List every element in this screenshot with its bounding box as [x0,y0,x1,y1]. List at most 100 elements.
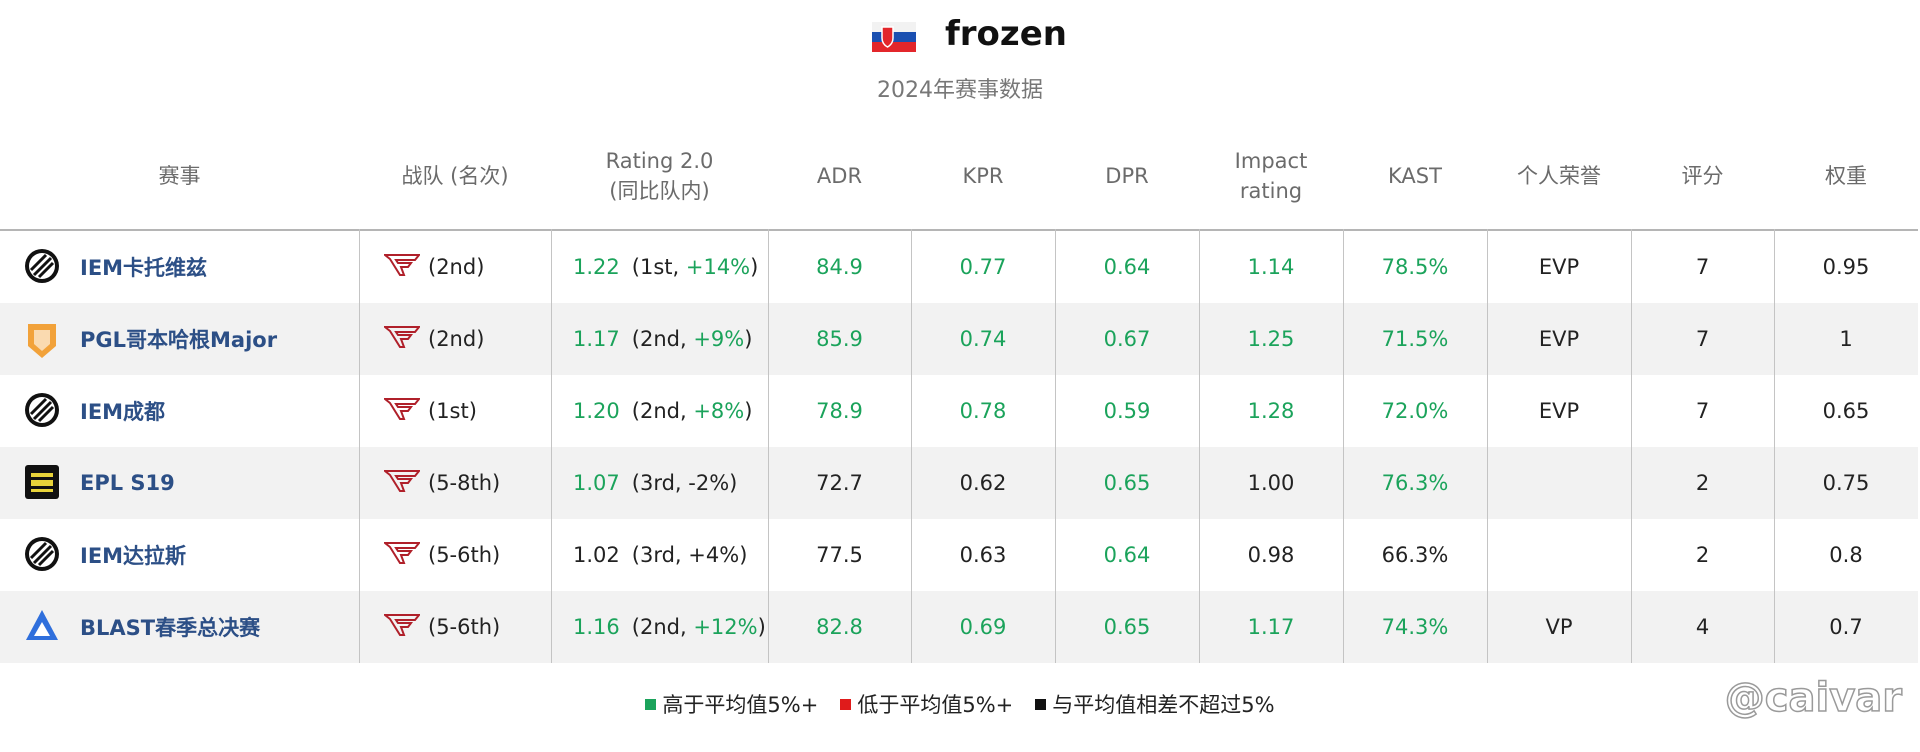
stat-value: 0.64 [1103,543,1151,567]
event-name: PGL哥本哈根Major [80,328,278,352]
rating-detail: +14% [685,255,751,279]
column-divider [1774,229,1775,663]
stat-value: 1.25 [1247,327,1295,351]
column-divider [1487,229,1488,663]
row-background [0,447,1918,519]
score: 4 [1695,615,1710,639]
stat-value: 1.17 [1247,615,1295,639]
column-header: 评分 [1631,140,1774,212]
legend-label: 低于平均值5%+ [857,693,1014,717]
rating-detail: (3rd, [631,543,689,567]
rating-detail: ) [750,255,759,279]
team-placement: (2nd) [428,327,485,351]
weight: 0.8 [1829,543,1863,567]
weight: 0.65 [1822,399,1870,423]
column-header: 赛事 [0,140,359,212]
rating-cell: 1.16 (2nd, +12%) [573,591,766,663]
watermark: @caivar [1724,674,1903,722]
stat-value: 72.0% [1381,399,1449,423]
stat-value: 0.65 [1103,471,1151,495]
header-line: Impact [1234,149,1308,173]
rating-detail: +9% [693,327,745,351]
row-background [0,591,1918,663]
legend-swatch [840,698,852,710]
stat-value: 0.62 [959,471,1007,495]
column-divider [1343,229,1344,663]
stat-value: 0.69 [959,615,1007,639]
column-divider [911,229,912,663]
stat-value: 0.77 [959,255,1007,279]
stat-value: 78.9 [816,399,863,423]
score: 7 [1695,255,1710,279]
rating-value: 1.02 [573,543,620,567]
column-divider [1199,229,1200,663]
rating-cell: 1.02 (3rd, +4%) [573,519,747,591]
stat-value: 0.64 [1103,255,1151,279]
stat-value: 66.3% [1381,543,1449,567]
rating-detail: -2% [688,471,730,495]
rating-value: 1.07 [573,471,620,495]
stat-value: 74.3% [1381,615,1449,639]
team-logo [382,469,422,497]
header-line: 评分 [1681,164,1724,188]
legend-swatch [645,698,657,710]
stat-value: 1.00 [1247,471,1295,495]
header-rule [0,229,1918,231]
honor: EVP [1538,255,1580,279]
flag [872,22,916,52]
header-line: 战队 (名次) [401,164,509,188]
rating-value: 1.16 [573,615,620,639]
honor: EVP [1538,399,1580,423]
team-logo [382,397,422,425]
honor: EVP [1538,327,1580,351]
score: 7 [1695,399,1710,423]
legend: 高于平均值5%+ 低于平均值5%+ 与平均值相差不超过5% [0,689,1920,719]
team-logo [382,253,422,281]
stat-value: 0.65 [1103,615,1151,639]
event-logo [24,320,60,364]
event-name: BLAST春季总决赛 [80,616,261,640]
stat-value: 0.78 [959,399,1007,423]
rating-detail: ) [757,615,766,639]
honor [1487,447,1631,519]
score: 2 [1695,471,1710,495]
honor [1487,519,1631,591]
header-line: rating [1239,179,1303,203]
rating-value: 1.20 [573,399,620,423]
column-header: Impact rating [1199,140,1343,212]
rating-cell: 1.07 (3rd, -2%) [573,447,737,519]
header-line: KPR [962,164,1004,188]
header-line: ADR [816,164,863,188]
stat-value: 78.5% [1381,255,1449,279]
column-divider [359,229,360,663]
rating-cell: 1.22 (1st, +14%) [573,231,758,303]
rating-detail: +4% [688,543,740,567]
team-placement: (5-8th) [428,471,501,495]
column-header: 战队 (名次) [359,140,551,212]
column-divider [551,229,552,663]
score: 7 [1695,327,1710,351]
rating-detail: ) [744,399,753,423]
rating-detail: (2nd, [631,327,694,351]
header-line: KAST [1388,164,1442,188]
legend-label: 与平均值相差不超过5% [1052,693,1275,717]
player-name: frozen [945,14,1067,54]
weight: 1 [1839,327,1853,351]
legend-swatch [1035,698,1047,710]
stat-value: 77.5 [816,543,863,567]
stat-value: 0.67 [1103,327,1151,351]
stat-value: 1.14 [1247,255,1295,279]
weight: 0.95 [1822,255,1870,279]
stat-value: 76.3% [1381,471,1449,495]
rating-detail: (2nd, [631,399,694,423]
team-logo [382,541,422,569]
team-placement: (1st) [428,399,477,423]
column-header: Rating 2.0 (同比队内) [551,140,768,212]
stat-value: 0.63 [959,543,1007,567]
stat-value: 0.98 [1247,543,1295,567]
stat-value: 84.9 [816,255,863,279]
event-name: IEM达拉斯 [80,544,187,568]
header-line: 个人荣誉 [1517,164,1601,188]
team-placement: (2nd) [428,255,485,279]
rating-detail: ) [744,327,753,351]
